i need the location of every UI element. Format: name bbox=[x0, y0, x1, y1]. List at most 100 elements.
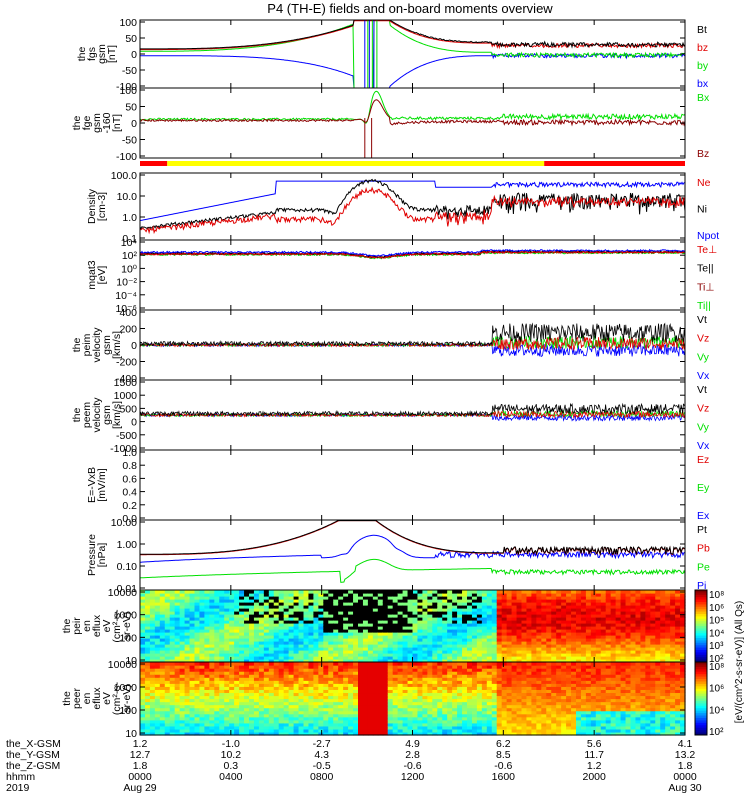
spectrogram-cell bbox=[150, 662, 156, 666]
spectrogram-cell bbox=[417, 662, 423, 666]
spectrogram-cell bbox=[180, 590, 186, 594]
spectrogram-cell bbox=[517, 662, 523, 666]
panel-frame bbox=[140, 88, 685, 158]
y-axis-label: Density[cm-3] bbox=[86, 188, 108, 224]
spectrogram-cell bbox=[467, 662, 473, 666]
spectrogram-cell bbox=[190, 590, 196, 594]
legend-npot: Npot bbox=[697, 230, 719, 242]
spectrogram-cell bbox=[343, 662, 349, 666]
spectrogram-cell bbox=[427, 662, 433, 666]
y-tick-label: 1.00 bbox=[117, 539, 138, 551]
spectrogram-cell bbox=[432, 662, 438, 666]
spectrogram-cell bbox=[596, 590, 602, 594]
spectrogram-cell bbox=[635, 590, 641, 594]
spectrogram-cell bbox=[660, 590, 666, 594]
y-tick-label: -50 bbox=[122, 135, 137, 147]
spectrogram-cell bbox=[457, 662, 463, 666]
spectrogram-cell bbox=[185, 590, 191, 594]
spectrogram-cell bbox=[477, 590, 483, 594]
colorbar-tick-label: 10⁸ bbox=[709, 590, 724, 601]
spectrogram-cell bbox=[299, 662, 305, 666]
spectrogram-cell bbox=[586, 590, 592, 594]
spectrogram-cell bbox=[462, 662, 468, 666]
spectrogram-cell bbox=[616, 590, 622, 594]
spectrogram-cell bbox=[323, 590, 329, 594]
y-tick-label: 10⁴ bbox=[121, 237, 137, 249]
legend-vt: Vt bbox=[697, 384, 707, 396]
legend-ey: Ey bbox=[697, 482, 710, 494]
spectrogram-cell bbox=[328, 662, 334, 666]
spectrogram-cell bbox=[244, 590, 250, 594]
y-axis-label-line: sr-eV) bbox=[121, 612, 133, 641]
spectrogram-cell bbox=[626, 590, 632, 594]
spectrogram-cell bbox=[180, 662, 186, 666]
spectrogram-cell bbox=[155, 590, 161, 594]
spectrogram-cell bbox=[160, 662, 166, 666]
series-pt bbox=[140, 521, 685, 555]
y-axis-label: mqat3[eV] bbox=[86, 260, 108, 289]
spectrogram-cell bbox=[204, 662, 210, 666]
spectrogram-cell bbox=[249, 662, 255, 666]
spectrogram-cell bbox=[650, 590, 656, 594]
y-tick-label: 1.0 bbox=[122, 447, 137, 459]
spectrogram-cell bbox=[383, 590, 389, 594]
spectrogram-cell bbox=[378, 662, 384, 666]
spectrogram-cell bbox=[195, 590, 201, 594]
spectrogram-cell bbox=[571, 590, 577, 594]
spectrogram-cell bbox=[482, 662, 488, 666]
legend-ne: Ne bbox=[697, 177, 711, 189]
spectrogram-cell bbox=[358, 590, 364, 594]
y-tick-label: 10.00 bbox=[111, 517, 137, 529]
spectrogram-cell bbox=[214, 662, 220, 666]
mode-bar-segment bbox=[167, 161, 544, 166]
spectrogram-cell bbox=[304, 662, 310, 666]
spectrogram-cell bbox=[378, 590, 384, 594]
y-axis-label-line: [nPa] bbox=[96, 543, 108, 568]
spectrogram-cell bbox=[606, 590, 612, 594]
spectrogram-cell bbox=[437, 662, 443, 666]
spectrogram-cell bbox=[536, 590, 542, 594]
series-by bbox=[140, 20, 685, 88]
spectrogram-cell bbox=[358, 662, 364, 666]
legend-bz: bz bbox=[697, 42, 708, 54]
mode-bar-segment bbox=[140, 161, 167, 166]
spectrogram-cell bbox=[313, 662, 319, 666]
series-ne bbox=[140, 188, 685, 233]
y-axis-label: thepeirenefluxeV(cm²-s-sr-eV) bbox=[61, 609, 133, 643]
spectrogram-cell bbox=[244, 662, 250, 666]
spectrogram-cell bbox=[209, 662, 215, 666]
spectrogram-cell bbox=[224, 662, 230, 666]
series-npot bbox=[140, 181, 685, 221]
spectrogram-cell bbox=[338, 590, 344, 594]
spectrogram-cell bbox=[259, 590, 265, 594]
spectrogram-cell bbox=[482, 590, 488, 594]
spectrogram-cell bbox=[239, 662, 245, 666]
legend-te: Te⊥ bbox=[697, 244, 717, 256]
y-tick-label: 100 bbox=[119, 17, 137, 29]
spectrogram-cell bbox=[655, 590, 661, 594]
spectrogram-cell bbox=[457, 590, 463, 594]
y-tick-label: 0.4 bbox=[122, 487, 137, 499]
colorbar-tick-label: 10³ bbox=[709, 641, 724, 652]
y-tick-label: 10⁻⁴ bbox=[115, 290, 137, 302]
spectrogram-cell bbox=[264, 662, 270, 666]
spectrogram-cell bbox=[338, 662, 344, 666]
spectrogram-cell bbox=[413, 590, 419, 594]
spectrogram-cell bbox=[269, 662, 275, 666]
y-tick-label: -500 bbox=[116, 430, 137, 442]
panel-data-peim-velocity bbox=[140, 324, 685, 357]
spectrogram-cell bbox=[566, 590, 572, 594]
y-tick-label: 1500 bbox=[114, 377, 138, 389]
series-bz bbox=[140, 100, 685, 125]
spectrogram-cell bbox=[393, 590, 399, 594]
spectrogram-cell bbox=[670, 590, 676, 594]
y-tick-label: -50 bbox=[122, 65, 137, 77]
spectrogram-cell bbox=[224, 590, 230, 594]
legend-pe: Pe bbox=[697, 561, 710, 573]
y-tick-label: 0 bbox=[131, 340, 137, 352]
spectrogram-cell bbox=[259, 662, 265, 666]
spectrogram-cell bbox=[185, 662, 191, 666]
spectrogram-cell bbox=[492, 662, 498, 666]
